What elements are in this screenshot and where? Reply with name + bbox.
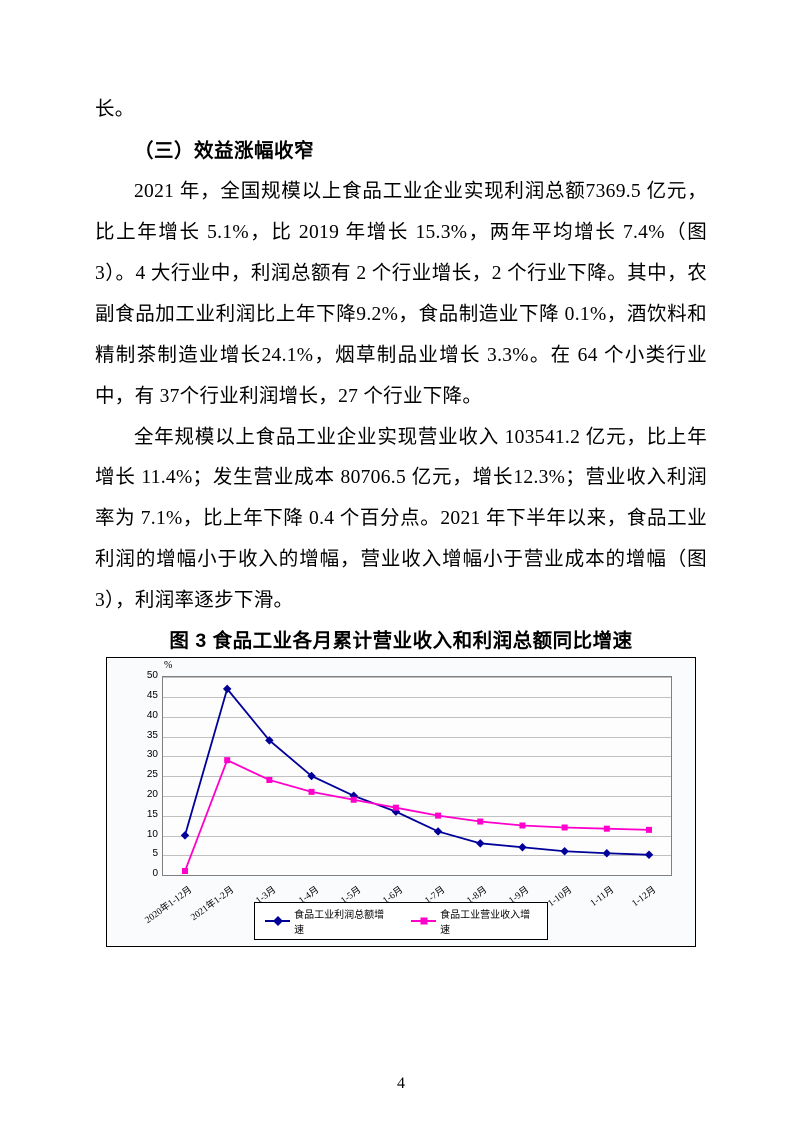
y-tick-label: 10	[138, 829, 158, 840]
chart-legend: 食品工业利润总额增速 食品工业营业收入增速	[254, 902, 548, 940]
section-heading-3: （三）效益涨幅收窄	[95, 131, 707, 172]
legend-label: 食品工业利润总额增速	[294, 906, 391, 936]
page-number: 4	[0, 1075, 802, 1093]
chart-figure-3: % 05101520253035404550 2020年1-12月2021年1-…	[106, 657, 696, 947]
y-tick-label: 0	[138, 868, 158, 879]
paragraph-2: 全年规模以上食品工业企业实现营业收入 103541.2 亿元，比上年增长 11.…	[95, 418, 707, 623]
chart-plot-area	[162, 676, 672, 876]
legend-item: 食品工业营业收入增速	[411, 906, 537, 936]
y-tick-label: 45	[138, 690, 158, 701]
y-axis-unit: %	[164, 660, 172, 671]
y-tick-label: 15	[138, 809, 158, 820]
document-page: 长。 （三）效益涨幅收窄 2021 年，全国规模以上食品工业企业实现利润总额73…	[0, 0, 802, 1133]
paragraph-1: 2021 年，全国规模以上食品工业企业实现利润总额7369.5 亿元，比上年增长…	[95, 172, 707, 418]
chart-lines-svg	[163, 677, 671, 875]
y-tick-label: 35	[138, 730, 158, 741]
legend-item: 食品工业利润总额增速	[265, 906, 391, 936]
y-tick-label: 5	[138, 848, 158, 859]
y-tick-label: 40	[138, 710, 158, 721]
y-tick-label: 25	[138, 769, 158, 780]
intro-fragment: 长。	[95, 90, 707, 131]
chart-title: 图 3 食品工业各月累计营业收入和利润总额同比增速	[95, 624, 707, 653]
y-tick-label: 30	[138, 749, 158, 760]
y-tick-label: 50	[138, 670, 158, 681]
y-tick-label: 20	[138, 789, 158, 800]
legend-label: 食品工业营业收入增速	[440, 906, 537, 936]
